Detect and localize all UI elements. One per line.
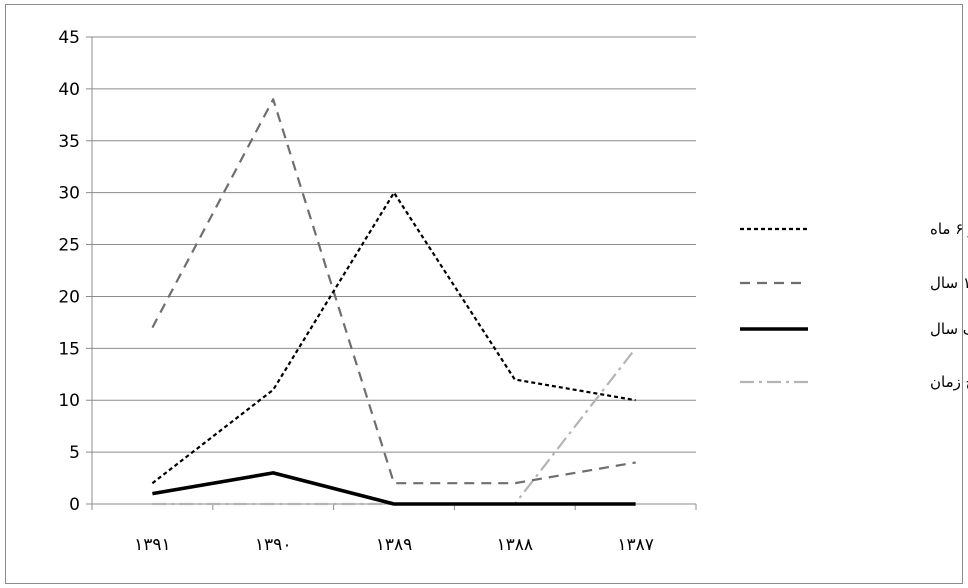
y-tick-label: 45 xyxy=(58,28,80,48)
y-tick-label: 5 xyxy=(69,443,80,463)
y-tick-label: 25 xyxy=(58,236,80,256)
y-tick-label: 10 xyxy=(58,391,80,411)
legend-label: کمتر از ۶ ماه xyxy=(930,220,968,238)
chart-frame xyxy=(5,4,963,584)
y-tick-label: 35 xyxy=(58,132,80,152)
series-line-2 xyxy=(152,471,636,506)
series-line-1 xyxy=(151,98,636,485)
legend-label: عدم درج زمان xyxy=(930,373,968,392)
y-tick-label: 40 xyxy=(58,80,80,100)
legend-label: بیش از یک سال xyxy=(930,320,968,338)
y-tick-label: 0 xyxy=(69,495,80,515)
y-tick-label: 30 xyxy=(58,184,80,204)
y-axis-ticks: 0 5 10 15 20 25 30 35 40 45 xyxy=(58,28,80,515)
x-tick-label: ۱۳۹۱ xyxy=(134,535,171,555)
y-tick-label: 20 xyxy=(58,287,80,307)
x-axis-ticks: ۱۳۹۱ ۱۳۹۰ ۱۳۸۹ ۱۳۸۸ ۱۳۸۷ xyxy=(91,504,697,555)
x-tick-label: ۱۳۹۰ xyxy=(255,535,292,555)
y-tick-label: 15 xyxy=(58,339,80,359)
gridlines xyxy=(86,36,696,505)
series-lines xyxy=(151,98,637,506)
x-tick-label: ۱۳۸۹ xyxy=(376,535,413,555)
x-tick-label: ۱۳۸۸ xyxy=(497,535,534,555)
series-line-0 xyxy=(151,191,636,485)
x-tick-label: ۱۳۸۷ xyxy=(617,535,654,555)
